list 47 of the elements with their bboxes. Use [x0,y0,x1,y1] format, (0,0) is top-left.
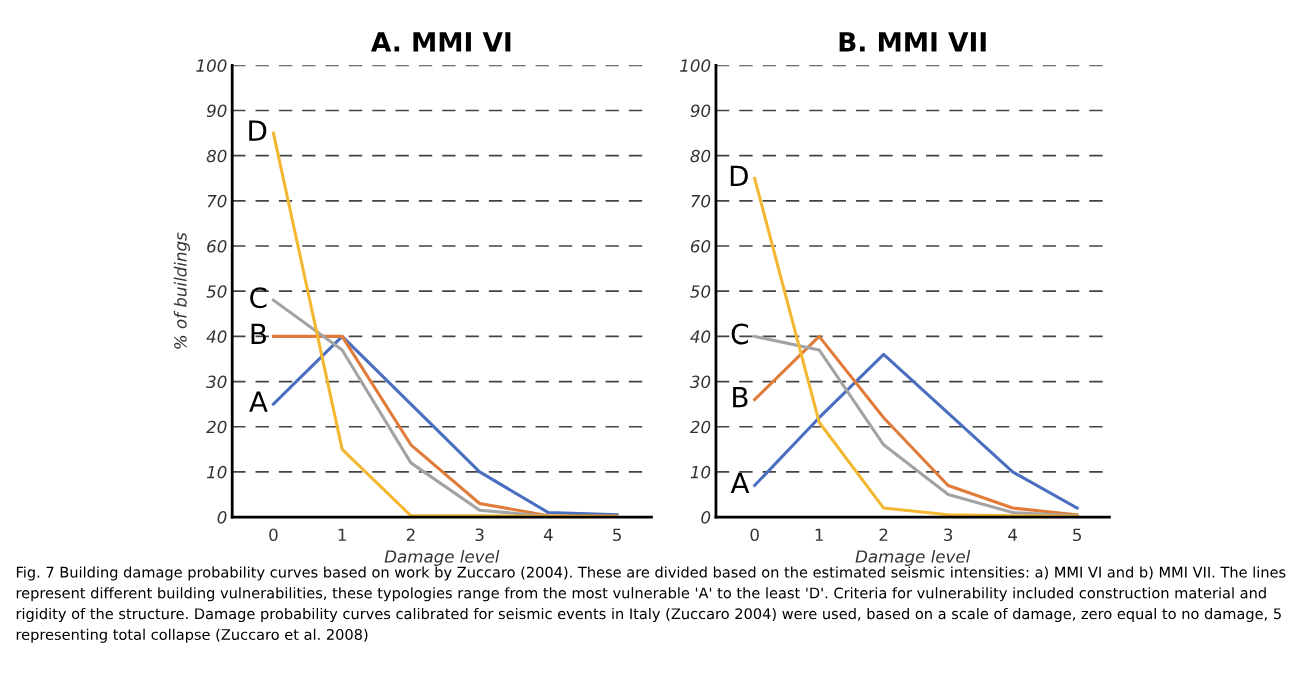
y-tick-label: 60 [207,239,227,253]
y-tick-label: 50 [690,285,711,298]
y-axis-title: % of buildings [173,232,190,349]
y-tick-label: 70 [207,194,227,208]
y-tick-label: 100 [680,59,711,72]
x-tick-label: 3 [475,528,484,542]
y-tick-label: 90 [690,104,711,118]
series-label: D [730,165,748,186]
y-tick-label: 20 [206,420,227,434]
x-tick-label: 0 [750,528,759,542]
y-tick-label: 0 [217,511,227,524]
x-axis-title: Damage level [855,549,971,567]
y-tick-label: 30 [206,375,227,389]
series-label: D [249,120,267,141]
x-tick-label: 5 [613,528,621,542]
x-axis-title: Damage level [384,549,500,567]
y-tick-label: 10 [690,465,711,479]
series-label: C [250,287,267,309]
x-tick-label: 1 [815,528,823,541]
y-tick-label: 30 [689,375,711,389]
x-tick-label: 4 [543,528,553,541]
x-tick-label: 0 [269,528,278,542]
series-label: B [733,387,748,408]
y-tick-label: 40 [690,330,711,343]
x-tick-label: 5 [1073,528,1081,542]
y-tick-label: 90 [206,104,227,118]
x-tick-label: 1 [338,528,346,541]
x-tick-label: 3 [944,528,953,542]
series-label: C [731,323,748,345]
y-tick-label: 40 [206,330,227,343]
y-tick-label: 60 [690,239,711,253]
caption: Fig. 7 Building damage probability curves based on work by Zuccaro (2004). These are divided based on the estimated seismic intensities: a) MMI VI and b) MMI VII. The lines represent different building vulnerabilities, these typologies range from the most vulnerable 'A' to the least 'D'. Criteria for vulnerability included construction material and rigidity of the structure. Damage probability curves calibrated for seismic events in Italy (Zuccaro 2004) were used, based on a scale of damage, zero equal to no damage, 5 representing total collapse (Zuccaro et al. 2008) [16,566,1286,643]
y-tick-label: 20 [689,420,711,434]
chart-title: A. MMI VI [371,32,511,52]
chart-title: B. MMI VII [839,32,986,52]
x-tick-label: 2 [406,528,415,541]
y-tick-label: 10 [206,465,227,479]
x-tick-label: 2 [879,528,888,541]
series-label: A [730,472,750,494]
series-label: A [249,391,268,412]
y-tick-label: 0 [701,511,711,524]
x-tick-label: 4 [1008,528,1018,541]
y-tick-label: 80 [206,149,227,163]
y-tick-label: 100 [196,59,227,72]
y-tick-label: 70 [691,194,711,208]
y-tick-label: 80 [690,149,711,163]
y-tick-label: 50 [206,285,227,298]
